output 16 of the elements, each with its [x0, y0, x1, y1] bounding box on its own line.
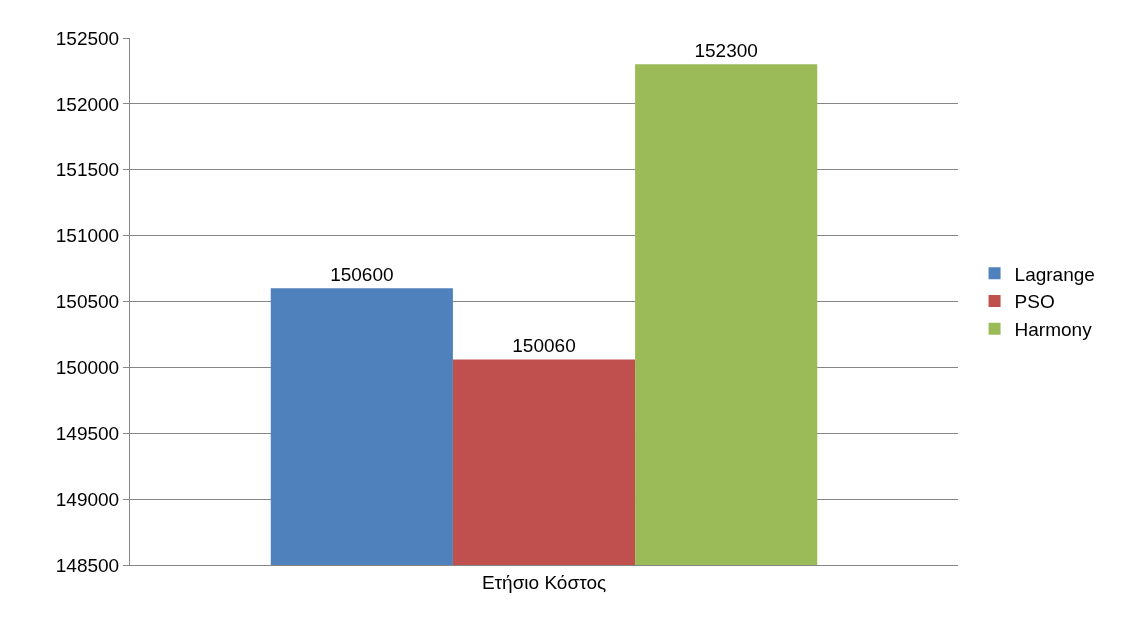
data-label: 150600	[330, 264, 394, 286]
y-tick-label: 149000	[55, 488, 120, 510]
y-tick-label: 151500	[55, 159, 120, 181]
y-tick-label: 151000	[55, 225, 120, 247]
data-label: 150060	[512, 335, 576, 357]
x-tick-label: Ετήσιο Κόστος	[481, 571, 607, 593]
data-label: 152300	[694, 40, 758, 62]
y-tick-label: 152000	[55, 93, 120, 115]
y-tick-label: 152500	[55, 27, 120, 49]
legend-label: Lagrange	[1014, 263, 1095, 285]
legend-label: Harmony	[1014, 319, 1093, 341]
legend-label: PSO	[1014, 291, 1055, 313]
y-tick-label: 150000	[55, 357, 120, 379]
y-tick-label: 148500	[55, 554, 120, 576]
y-tick-label: 150500	[55, 291, 120, 313]
y-tick-label: 149500	[55, 422, 120, 444]
